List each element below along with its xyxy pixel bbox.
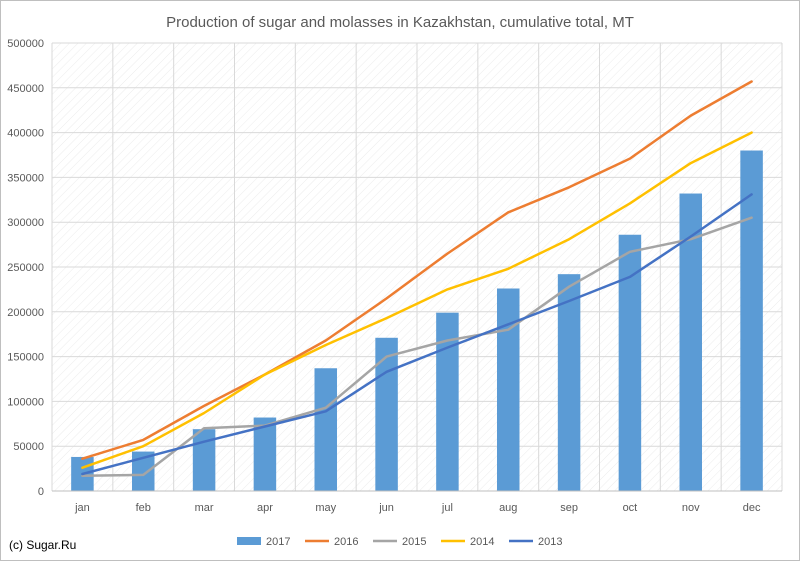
y-tick-label: 350000: [7, 172, 44, 184]
bar-aug: [496, 288, 520, 491]
bar-jul: [436, 312, 459, 491]
x-tick-label: aug: [499, 502, 517, 514]
legend-swatch-2017: [237, 537, 261, 545]
y-tick-label: 50000: [13, 441, 44, 453]
bar-dec: [740, 150, 763, 491]
bar-may: [314, 368, 338, 491]
plot-area: 0 50000 100000 150000 200000 250000 300000 3500…: [7, 38, 783, 514]
x-tick-label: mar: [195, 502, 214, 514]
x-tick-label: jun: [378, 502, 394, 514]
legend-label-2015: 2015: [402, 536, 426, 548]
legend-label-2013: 2013: [538, 536, 562, 548]
legend: 2017 2016 2015 2014 2013: [237, 536, 562, 548]
line-2013: [81, 193, 753, 476]
x-tick-label: apr: [257, 502, 273, 514]
legend-label-2016: 2016: [334, 536, 358, 548]
bar-oct: [618, 234, 642, 491]
y-tick-label: 450000: [7, 83, 44, 95]
legend-label-2014: 2014: [470, 536, 494, 548]
legend-label-2017: 2017: [266, 536, 290, 548]
y-tick-label: 150000: [7, 352, 44, 364]
x-tick-label: sep: [560, 502, 578, 514]
bar-nov: [679, 193, 703, 491]
x-tick-label: may: [315, 502, 336, 514]
x-tick-label: jul: [441, 502, 453, 514]
x-tick-label: jan: [74, 502, 90, 514]
y-tick-label: 400000: [7, 128, 44, 140]
bar-apr: [253, 417, 277, 491]
y-tick-label: 0: [38, 486, 44, 498]
x-tick-label: dec: [743, 502, 761, 514]
line-2015: [81, 216, 753, 478]
x-tick-label: nov: [682, 502, 700, 514]
y-tick-label: 100000: [7, 396, 44, 408]
bar-sep: [557, 274, 581, 491]
bar-feb: [131, 451, 155, 491]
y-tick-label: 300000: [7, 217, 44, 229]
chart-title: Production of sugar and molasses in Kaza…: [166, 14, 634, 31]
y-tick-label: 250000: [7, 262, 44, 274]
y-tick-label: 200000: [7, 307, 44, 319]
bar-jun: [375, 337, 398, 491]
y-tick-label: 500000: [7, 38, 44, 50]
bar-mar: [192, 429, 216, 491]
x-tick-label: oct: [623, 502, 638, 514]
x-tick-label: feb: [136, 502, 151, 514]
line-2014: [81, 131, 753, 469]
line-2016: [81, 80, 753, 460]
credit-text: (c) Sugar.Ru: [9, 538, 76, 552]
